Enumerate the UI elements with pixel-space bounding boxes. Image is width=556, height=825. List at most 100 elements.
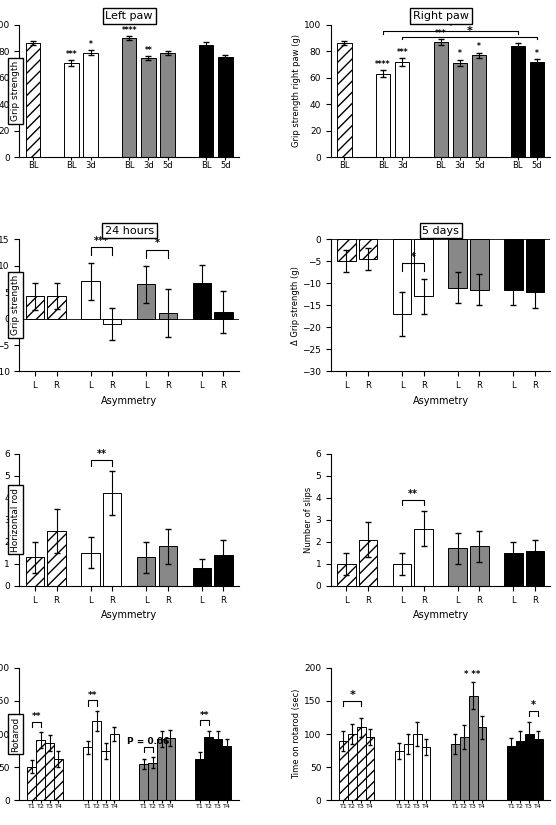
Bar (92, 721, 101, 800)
Bar (530, 62, 544, 157)
Bar (470, 239, 489, 290)
Y-axis label: Time on rotarod (sec): Time on rotarod (sec) (292, 689, 301, 780)
Title: Right paw: Right paw (413, 12, 469, 21)
Bar (525, 734, 534, 800)
Text: *: * (89, 40, 93, 49)
Bar (516, 741, 525, 800)
Bar (504, 553, 523, 586)
Bar (359, 540, 378, 586)
Bar (140, 764, 148, 800)
Bar (534, 739, 543, 800)
Bar (26, 557, 44, 586)
Text: **: ** (408, 488, 418, 499)
Bar (526, 239, 544, 292)
Y-axis label: Δ Grip strength (g): Δ Grip strength (g) (291, 266, 300, 345)
Bar (47, 530, 66, 586)
Text: *: * (477, 42, 481, 51)
Bar (103, 318, 121, 324)
Bar (507, 746, 516, 800)
Bar (83, 747, 92, 800)
Text: ***: *** (396, 48, 408, 56)
Bar (47, 296, 66, 318)
X-axis label: Asymmetry: Asymmetry (101, 610, 157, 620)
Title: 5 days: 5 days (423, 225, 459, 236)
Bar (348, 734, 357, 800)
Bar (192, 283, 211, 318)
Text: ***: *** (435, 29, 446, 38)
Y-axis label: Grip strength right paw (g): Grip strength right paw (g) (292, 35, 301, 148)
Bar (54, 758, 63, 800)
Bar (395, 62, 409, 157)
Bar (366, 738, 374, 800)
Y-axis label: Number of slips: Number of slips (304, 487, 313, 553)
Bar (81, 281, 100, 318)
Bar (504, 239, 523, 290)
Bar (64, 64, 78, 157)
Bar (414, 529, 433, 586)
Bar (110, 734, 119, 800)
Text: ****: **** (121, 26, 137, 35)
Bar (337, 43, 352, 157)
Bar (472, 55, 486, 157)
Text: Horizontal rod: Horizontal rod (11, 488, 20, 552)
Bar (413, 734, 421, 800)
Bar (526, 550, 544, 586)
Bar (101, 751, 110, 800)
Bar (359, 239, 378, 259)
Bar (222, 746, 231, 800)
Bar (337, 239, 356, 262)
Bar (421, 747, 430, 800)
X-axis label: Asymmetry: Asymmetry (101, 396, 157, 406)
Bar (434, 42, 448, 157)
Text: **: ** (87, 691, 97, 700)
Bar (26, 43, 40, 157)
Text: Rotarod: Rotarod (11, 716, 20, 752)
Text: ***: *** (66, 50, 77, 59)
Text: *: * (448, 21, 453, 31)
Text: ***: *** (94, 236, 109, 246)
Bar (404, 744, 413, 800)
Bar (393, 563, 411, 586)
Bar (137, 557, 156, 586)
Bar (470, 546, 489, 586)
Title: 24 hours: 24 hours (105, 225, 153, 236)
Title: Left paw: Left paw (106, 12, 153, 21)
Bar (469, 695, 478, 800)
Text: *: * (458, 50, 462, 59)
Text: *: * (349, 691, 355, 700)
Bar (103, 493, 121, 586)
Bar (395, 751, 404, 800)
Bar (137, 284, 156, 318)
X-axis label: Asymmetry: Asymmetry (413, 396, 469, 406)
Bar (161, 53, 175, 157)
Text: Grip strength: Grip strength (11, 61, 20, 121)
Bar (166, 738, 175, 800)
Bar (192, 568, 211, 586)
Text: * **: * ** (464, 670, 480, 679)
Text: **: ** (200, 710, 209, 719)
Bar (83, 53, 98, 157)
Bar (26, 296, 44, 318)
Bar (510, 46, 525, 157)
Text: *: * (531, 700, 536, 710)
Bar (478, 728, 486, 800)
Text: *: * (155, 238, 160, 248)
Text: ****: **** (375, 60, 391, 69)
Bar (36, 740, 45, 800)
Bar (158, 314, 177, 318)
Text: Grip strength: Grip strength (11, 276, 20, 336)
Bar (453, 64, 467, 157)
Y-axis label: Number of slips: Number of slips (0, 487, 1, 553)
Bar (27, 766, 36, 800)
Text: P = 0.06: P = 0.06 (127, 737, 170, 746)
Bar (157, 739, 166, 800)
Bar (449, 549, 467, 586)
Bar (339, 741, 348, 800)
Bar (213, 739, 222, 800)
Bar (460, 738, 469, 800)
Text: *: * (466, 26, 473, 36)
Bar (158, 546, 177, 586)
Bar (393, 239, 411, 314)
Bar (357, 728, 366, 800)
Bar (449, 239, 467, 288)
